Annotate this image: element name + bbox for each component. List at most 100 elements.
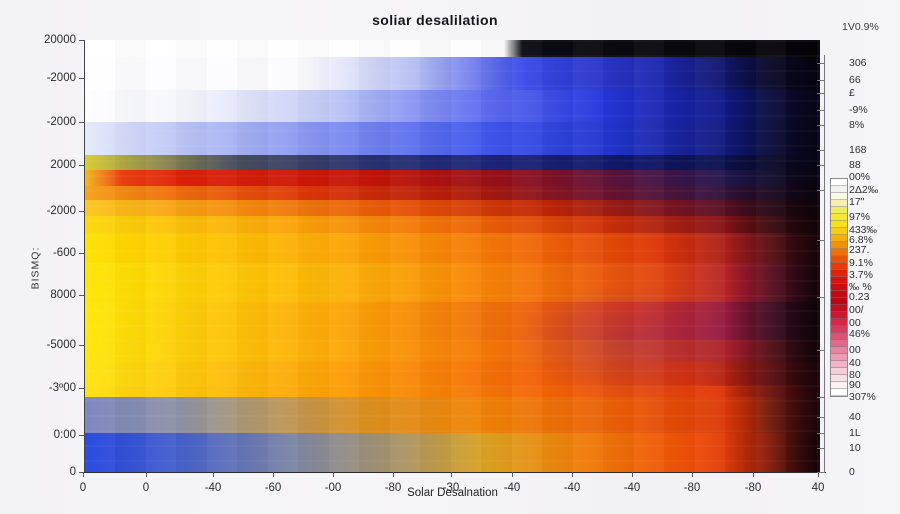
colorbar-tick-label: 00%	[849, 171, 871, 183]
heatmap-band	[85, 362, 820, 386]
colorbar-segment	[831, 228, 847, 235]
colorbar-tick-label: 00	[849, 317, 861, 329]
colorbar-segment	[831, 361, 847, 368]
colorbar-tick-mark	[817, 349, 825, 351]
colorbar-tick-mark	[817, 124, 825, 126]
colorbar-tick-label: 46%	[849, 328, 871, 340]
colorbar-tick-label: 66	[849, 74, 861, 86]
y-tick-label: -2000	[46, 205, 76, 217]
heatmap-band	[85, 170, 820, 186]
colorbar-tick-mark	[817, 92, 825, 94]
x-tick-mark	[332, 472, 334, 477]
colorbar-segment	[831, 242, 847, 249]
y-tick-label: -2000	[46, 72, 76, 84]
heatmap-band	[85, 90, 820, 122]
colorbar-tick-label: 168	[849, 144, 867, 156]
colorbar-tick-label: 90	[849, 379, 861, 391]
colorbar-segment	[831, 389, 847, 396]
colorbar-tick-label: 306	[849, 57, 867, 69]
heatmap-band	[85, 200, 820, 216]
colorbar-tick-label: 10	[849, 442, 861, 454]
heatmap-band	[85, 186, 820, 200]
y-tick-label: -5000	[46, 339, 76, 351]
colorbar-segment	[831, 312, 847, 319]
heatmap-band	[85, 302, 820, 340]
y-tick-label: 20000	[44, 34, 76, 46]
colorbar-segment	[831, 193, 847, 200]
colorbar-tick-label: 40	[849, 357, 861, 369]
x-tick-label: -00	[324, 482, 342, 494]
x-axis-label: Solar Desalnation	[407, 487, 498, 499]
colorbar-segment	[831, 305, 847, 312]
left-spine	[84, 40, 86, 472]
x-tick-mark	[450, 472, 452, 477]
heatmap-band	[85, 40, 820, 57]
x-tick-label: 0	[142, 482, 150, 494]
x-tick-mark	[145, 472, 147, 477]
colorbar-tick-mark	[817, 239, 825, 241]
colorbar-segment	[831, 326, 847, 333]
colorbar-tick-label: 6.8%	[849, 234, 873, 246]
colorbar-segment	[831, 347, 847, 354]
colorbar-tick-mark	[817, 296, 825, 298]
x-tick-mark	[752, 472, 754, 477]
colorbar-tick-label: £	[849, 87, 855, 99]
colorbar-segment	[831, 368, 847, 375]
colorbar-segment	[831, 382, 847, 389]
heatmap-band	[85, 397, 820, 433]
y-tick-mark	[79, 471, 84, 473]
y-tick-mark	[79, 434, 84, 436]
x-tick-label: 0	[79, 482, 87, 494]
colorbar-segment	[831, 214, 847, 221]
colorbar	[830, 178, 848, 397]
heatmap-band	[85, 57, 820, 90]
heatmap-band	[85, 386, 820, 397]
x-tick-label: -30	[442, 482, 460, 494]
heatmap-band	[85, 155, 820, 170]
x-tick-label: -80	[744, 482, 762, 494]
y-tick-label: 2000	[50, 159, 76, 171]
colorbar-segment	[831, 249, 847, 256]
x-tick-label: -40	[563, 482, 581, 494]
colorbar-tick-label: 00/	[849, 304, 864, 316]
x-tick-label: -40	[503, 482, 521, 494]
chart-title: soliar desalilation	[372, 12, 498, 28]
colorbar-tick-mark	[817, 109, 825, 111]
colorbar-segment	[831, 256, 847, 263]
y-tick-label: -2000	[46, 116, 76, 128]
x-tick-label: -40	[623, 482, 641, 494]
x-tick-label: -80	[683, 482, 701, 494]
y-tick-mark	[79, 39, 84, 41]
x-tick-mark	[212, 472, 214, 477]
y-tick-label: 0	[69, 466, 76, 478]
colorbar-spine	[824, 55, 825, 472]
colorbar-segment	[831, 200, 847, 207]
colorbar-tick-label: 433‰	[849, 224, 878, 236]
colorbar-tick-mark	[817, 471, 825, 473]
y-tick-mark	[79, 387, 84, 389]
colorbar-segment	[831, 263, 847, 270]
colorbar-segment	[831, 277, 847, 284]
heatmap-plot-area	[85, 40, 820, 472]
x-tick-mark	[631, 472, 633, 477]
colorbar-tick-label: 40	[849, 411, 861, 423]
x-tick-label: -80	[384, 482, 402, 494]
colorbar-tick-label: 88	[849, 159, 861, 171]
y-tick-label: 8000	[50, 289, 76, 301]
colorbar-tick-mark	[817, 396, 825, 398]
colorbar-tick-label: 2Δ2‰	[849, 184, 879, 196]
colorbar-tick-mark	[817, 149, 825, 151]
x-tick-mark	[511, 472, 513, 477]
colorbar-tick-label: 97%	[849, 211, 871, 223]
y-tick-mark	[79, 294, 84, 296]
x-tick-label: 40	[811, 482, 825, 494]
bottom-spine	[84, 471, 826, 473]
colorbar-tick-mark	[817, 164, 825, 166]
colorbar-tick-mark	[817, 432, 825, 434]
colorbar-tick-label: 80	[849, 369, 861, 381]
colorbar-tick-label: -9%	[849, 104, 868, 116]
heatmap-band	[85, 340, 820, 362]
colorbar-tick-label: 3.7%	[849, 269, 873, 281]
heatmap-band	[85, 263, 820, 302]
